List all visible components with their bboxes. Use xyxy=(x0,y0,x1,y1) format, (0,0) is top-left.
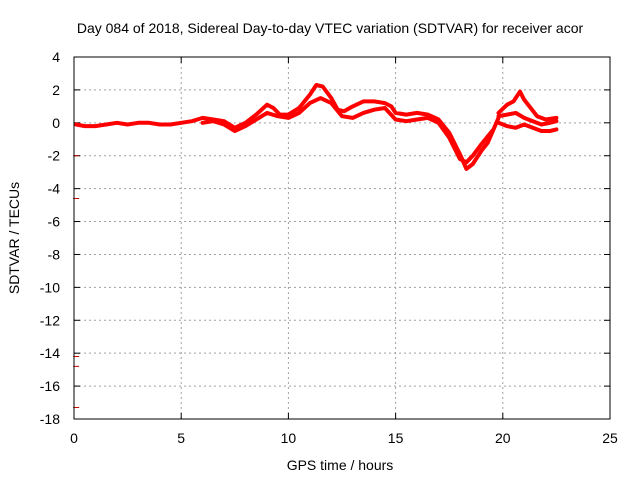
y-axis-label: SDTVAR / TECUs xyxy=(6,182,22,294)
y-tick-label: -18 xyxy=(40,411,60,427)
y-tick-label: -12 xyxy=(40,312,60,328)
x-tick-label: 15 xyxy=(388,430,404,446)
x-axis-label: GPS time / hours xyxy=(287,457,394,473)
x-tick-label: 0 xyxy=(70,430,78,446)
y-tick-label: -2 xyxy=(48,148,61,164)
series-line xyxy=(496,110,559,127)
x-tick-label: 20 xyxy=(495,430,511,446)
x-tick-label: 5 xyxy=(177,430,185,446)
series-line xyxy=(200,96,495,165)
plot-frame xyxy=(73,56,611,420)
series-line xyxy=(74,83,501,171)
y-tick-label: -10 xyxy=(40,279,60,295)
y-tick-label: -4 xyxy=(48,181,61,197)
x-tick-label: 10 xyxy=(281,430,297,446)
x-tick-label: 25 xyxy=(602,430,618,446)
y-tick-label: -14 xyxy=(40,345,60,361)
y-tick-label: 2 xyxy=(52,82,60,98)
y-tick-label: 4 xyxy=(52,49,60,65)
data-series xyxy=(73,83,559,408)
series-line xyxy=(496,120,559,133)
y-tick-label: 0 xyxy=(52,115,60,131)
y-tick-label: -8 xyxy=(48,246,61,262)
y-tick-label: -6 xyxy=(48,214,61,230)
y-tick-label: -16 xyxy=(40,378,60,394)
series-line xyxy=(496,89,559,122)
chart-title: Day 084 of 2018, Sidereal Day-to-day VTE… xyxy=(77,20,584,36)
